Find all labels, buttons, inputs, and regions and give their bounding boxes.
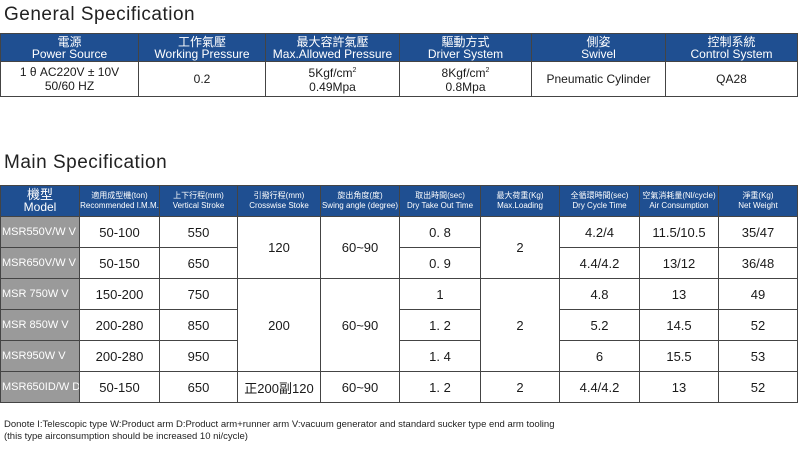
net-weight-cell: 53 [718,340,798,372]
imm-cell: 50-150 [79,371,160,403]
model-cell: MSR 750W V [0,278,80,310]
header-max-pressure: 最大容許氣壓 Max.Allowed Pressure [265,33,400,62]
vertical-stroke-cell: 650 [159,371,238,403]
swing-angle-cell: 60~90 [320,216,400,279]
swivel-value: Pneumatic Cylinder [531,61,666,97]
table-row: MSR 750W V 150-200 750 200 60~90 1 2 4.8… [0,278,798,372]
footnote-line-2: (this type airconsumption should be incr… [4,431,248,442]
imm-cell: 200-280 [79,309,160,341]
header-dry-take-out: 取出時間(sec) Dry Take Out Time [399,185,481,217]
air-consumption-cell: 11.5/10.5 [639,216,719,248]
max-loading-cell: 2 [480,278,560,372]
table-row: MSR950W V 200-280 950 1. 4 6 15.5 53 [0,340,798,372]
imm-cell: 150-200 [79,278,160,310]
header-swing-angle: 旋出角度(度) Swing angle (degree) [320,185,400,217]
header-power-source: 電源 Power Source [0,33,139,62]
model-cell: MSR550V/W V [0,216,80,248]
dry-take-out-cell: 0. 8 [399,216,481,248]
model-cell: MSR650V/W V [0,247,80,279]
dry-cycle-cell: 6 [559,340,640,372]
main-spec-table: 機型 Model 適用成型機(ton) Recommended I.M.M. 上下行… [0,185,798,403]
header-air-consumption: 空氣消耗量(Nl/cycle) Air Consumption [639,185,719,217]
header-net-weight: 淨重(Kg) Net Weight [718,185,798,217]
model-cell: MSR650ID/W D [0,371,80,403]
header-vertical-stroke: 上下行程(mm) Vertical Stroke [159,185,238,217]
dry-take-out-cell: 1 [399,278,481,310]
dry-cycle-cell: 4.4/4.2 [559,371,640,403]
header-max-loading: 最大荷重(Kg) Max.Loading [480,185,560,217]
air-consumption-cell: 14.5 [639,309,719,341]
max-loading-cell: 2 [480,216,560,279]
dry-take-out-cell: 1. 2 [399,309,481,341]
table-row: MSR650V/W V 50-150 650 0. 9 4.4/4.2 13/1… [0,247,798,279]
header-dry-cycle-time: 全循環時間(sec) Dry Cycle Time [559,185,640,217]
dry-take-out-cell: 0. 9 [399,247,481,279]
swing-angle-cell: 60~90 [320,278,400,372]
dry-take-out-cell: 1. 2 [399,371,481,403]
dry-take-out-cell: 1. 4 [399,340,481,372]
header-driver-system: 驅動方式 Driver System [399,33,532,62]
imm-cell: 200-280 [79,340,160,372]
vertical-stroke-cell: 950 [159,340,238,372]
air-consumption-cell: 13/12 [639,247,719,279]
crosswise-stroke-cell: 正200副120 [237,371,321,403]
dry-cycle-cell: 4.8 [559,278,640,310]
max-pressure-value: 5Kgf/cm2 0.49Mpa [265,61,400,97]
vertical-stroke-cell: 750 [159,278,238,310]
table-row: MSR 850W V 200-280 850 1. 2 5.2 14.5 52 [0,309,798,341]
air-consumption-cell: 13 [639,278,719,310]
header-swivel: 側姿 Swivel [531,33,666,62]
imm-cell: 50-100 [79,216,160,248]
main-spec-title: Main Specification [4,152,168,173]
table-row: MSR550V/W V 50-100 550 120 60~90 0. 8 2 … [0,216,798,279]
crosswise-stroke-cell: 200 [237,278,321,372]
vertical-stroke-cell: 550 [159,216,238,248]
header-control-system: 控制系統 Control System [665,33,798,62]
table-row: MSR650ID/W D 50-150 650 正200副120 60~90 1… [0,371,798,403]
max-loading-cell: 2 [480,371,560,403]
dry-cycle-cell: 5.2 [559,309,640,341]
crosswise-stroke-cell: 120 [237,216,321,279]
net-weight-cell: 52 [718,309,798,341]
air-consumption-cell: 15.5 [639,340,719,372]
model-cell: MSR950W V [0,340,80,372]
net-weight-cell: 36/48 [718,247,798,279]
model-cell: MSR 850W V [0,309,80,341]
net-weight-cell: 52 [718,371,798,403]
dry-cycle-cell: 4.4/4.2 [559,247,640,279]
vertical-stroke-cell: 650 [159,247,238,279]
net-weight-cell: 35/47 [718,216,798,248]
vertical-stroke-cell: 850 [159,309,238,341]
air-consumption-cell: 13 [639,371,719,403]
general-header-row: 電源 Power Source 工作氣壓 Working Pressure 最大容許… [0,33,798,62]
general-spec-title: General Specification [4,4,196,25]
dry-cycle-cell: 4.2/4 [559,216,640,248]
header-working-pressure: 工作氣壓 Working Pressure [138,33,266,62]
power-source-value: 1 θ AC220V ± 10V 50/60 HZ [0,61,139,97]
driver-system-value: 8Kgf/cm2 0.8Mpa [399,61,532,97]
imm-cell: 50-150 [79,247,160,279]
general-spec-table: 電源 Power Source 工作氣壓 Working Pressure 最大容許… [0,33,798,97]
header-recommended-imm: 適用成型機(ton) Recommended I.M.M. [79,185,160,217]
control-system-value: QA28 [665,61,798,97]
general-data-row: 1 θ AC220V ± 10V 50/60 HZ 0.2 5Kgf/cm2 0.4… [0,61,798,97]
footnote-line-1: Donote I:Telescopic type W:Product arm D… [4,419,555,430]
swing-angle-cell: 60~90 [320,371,400,403]
header-crosswise-stroke: 引撥行程(mm) Crosswise Stoke [237,185,321,217]
main-header-row: 機型 Model 適用成型機(ton) Recommended I.M.M. 上下行… [0,185,798,217]
working-pressure-value: 0.2 [138,61,266,97]
footnote: Donote I:Telescopic type W:Product arm D… [4,419,554,443]
header-model: 機型 Model [0,185,80,217]
net-weight-cell: 49 [718,278,798,310]
